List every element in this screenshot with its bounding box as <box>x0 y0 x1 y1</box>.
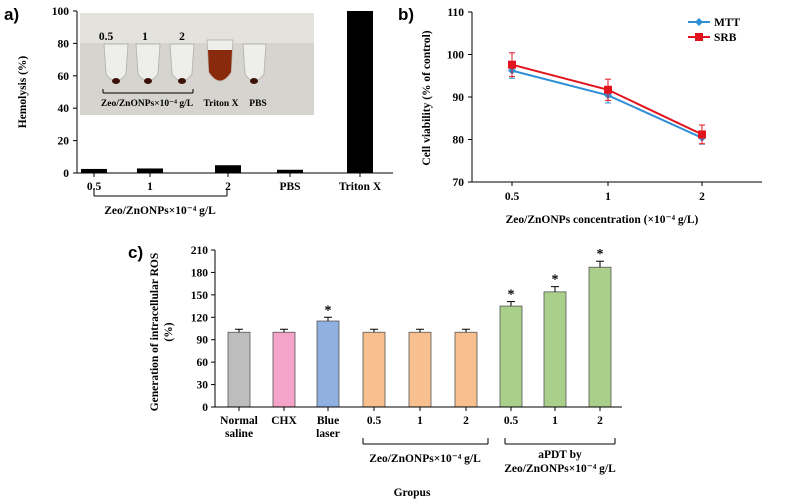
panel-c-ylabel-box: Generation of intracellular ROS (%) <box>148 252 175 412</box>
panel-a-group-label: Zeo/ZnONPs×10⁻⁴ g/L <box>104 205 216 217</box>
panel-b-line-mtt <box>511 69 703 139</box>
panel-c-ytick-label-4: 120 <box>191 312 209 324</box>
panel-a-bar-2 <box>215 165 241 173</box>
panel-b: b) Cell viability (% of control) 70 80 90 1… <box>398 5 762 226</box>
inset-tube-3 <box>169 43 195 84</box>
panel-c-ylabel: Generation of intracellular ROS (%) <box>148 252 175 412</box>
inset-tube-label-1: 0.5 <box>99 31 114 43</box>
panel-c-bar-3 <box>362 331 386 408</box>
panel-a-bar-1 <box>137 168 163 173</box>
legend-mtt-marker <box>695 18 703 26</box>
panel-a-xtick-label-1: 1 <box>147 181 153 193</box>
panel-a-bar-0 <box>81 168 107 173</box>
legend-srb-marker <box>695 33 703 41</box>
inset-tube-triton <box>206 39 234 82</box>
panel-c-xtick-label-1: CHX <box>271 415 297 427</box>
panel-a-ytick-label-1: 20 <box>58 136 70 148</box>
panel-a-ylabel: Hemolysis (%) <box>17 56 29 129</box>
panel-c-xtick-label-7: 1 <box>552 415 558 427</box>
panel-b-ytick-label-4: 110 <box>447 7 464 19</box>
panel-c-group-2-label: aPDT by Zeo/ZnONPs×10⁻⁴ g/L <box>504 449 616 475</box>
panel-c-bar-7 <box>543 291 567 408</box>
panel-b-ytick-label-2: 90 <box>453 92 465 104</box>
panel-c: c) Generation of intracellular ROS (%) 0… <box>128 243 622 499</box>
panel-b-point-srb-1 <box>604 85 612 94</box>
panel-c-bar-6 <box>499 305 523 408</box>
panel-c-xtick-label-0: Normal saline <box>220 415 258 440</box>
panel-a-bar-4 <box>347 11 373 173</box>
panel-b-legend: MTT SRB <box>688 17 741 44</box>
panel-b-xlabel: Zeo/ZnONPs concentration (×10⁻⁴ g/L) <box>506 214 699 226</box>
panel-a-xtick-label-0: 0.5 <box>87 181 102 193</box>
panel-c-bar-0 <box>227 331 251 408</box>
panel-b-ytick-label-3: 100 <box>447 50 465 62</box>
panel-a-inset-photo: 0.5 1 2 Zeo/ZnONPs×10⁻⁴ g/L Triton X PBS <box>80 13 314 115</box>
panel-b-ylabel: Cell viability (% of control) <box>421 30 433 165</box>
panel-c-xtick-label-2: Blue laser <box>316 415 340 440</box>
legend-srb-label: SRB <box>714 32 737 44</box>
inset-tube-label-3: 2 <box>179 31 185 43</box>
panel-c-ytick-label-6: 180 <box>191 267 209 279</box>
panel-b-point-srb-0 <box>508 60 516 69</box>
panel-b-xtick-label-2: 2 <box>699 191 705 203</box>
panel-a-bar-3 <box>277 169 303 173</box>
inset-tube-1 <box>103 43 129 84</box>
inset-highlight <box>80 13 314 43</box>
panel-c-bar-5 <box>454 331 478 408</box>
panel-a-ytick-label-3: 60 <box>58 71 70 83</box>
panel-c-bar-4 <box>408 331 432 408</box>
panel-b-point-srb-2 <box>698 130 706 139</box>
panel-c-significance-8: * <box>597 247 604 262</box>
panel-a-ytick-label-5: 100 <box>52 6 70 18</box>
panel-b-ytick-label-0: 70 <box>453 177 465 189</box>
panel-c-ytick-label-5: 150 <box>191 290 209 302</box>
panel-b-ytick-label-1: 80 <box>453 135 465 147</box>
inset-tube-2 <box>135 43 161 84</box>
legend-mtt-label: MTT <box>714 17 741 29</box>
panel-c-significance-7: * <box>552 273 559 288</box>
panel-c-ytick-label-3: 90 <box>197 335 209 347</box>
panel-c-group-1-label: Zeo/ZnONPs×10⁻⁴ g/L <box>369 453 481 465</box>
panel-c-bar-2 <box>316 320 340 408</box>
panel-b-letter: b) <box>398 5 414 24</box>
panel-a-xtick-label-3: PBS <box>279 181 300 193</box>
panel-c-significance-2: * <box>325 303 332 318</box>
inset-tube-label-2: 1 <box>142 31 148 43</box>
inset-tube-pbs <box>242 43 267 84</box>
panel-a-ytick-label-4: 80 <box>58 38 70 50</box>
panel-a-xtick-label-2: 2 <box>225 181 231 193</box>
panel-a-ytick-label-0: 0 <box>63 168 69 180</box>
panel-c-xlabel: Gropus <box>394 487 431 499</box>
panel-b-xtick-label-1: 1 <box>605 191 611 203</box>
panel-c-bar-8 <box>588 266 612 408</box>
panel-b-xtick-label-0: 0.5 <box>505 191 520 203</box>
panel-c-significance-6: * <box>508 288 515 303</box>
panel-c-ytick-label-0: 0 <box>202 402 208 414</box>
panel-a-xtick-label-4: Triton X <box>339 181 382 193</box>
panel-a-ytick-label-2: 40 <box>58 103 70 115</box>
panel-c-group-2-label-box: aPDT by Zeo/ZnONPs×10⁻⁴ g/L <box>504 449 616 475</box>
panel-c-xtick-label-4: 1 <box>417 415 423 427</box>
panel-c-bar-1 <box>272 331 296 408</box>
panel-c-letter: c) <box>128 243 143 262</box>
panel-a: a) Hemolysis (%) 0 20 40 60 80 100 0.5 1 2 PBS Tr… <box>4 5 393 217</box>
panel-c-xtick-label-5: 2 <box>463 415 469 427</box>
panel-c-xtick-label-3: 0.5 <box>367 415 382 427</box>
inset-group-label: Zeo/ZnONPs×10⁻⁴ g/L <box>101 99 193 109</box>
panel-c-xtick-label-6: 0.5 <box>504 415 519 427</box>
panel-a-letter: a) <box>4 5 19 24</box>
panel-c-xtick-label-8: 2 <box>597 415 603 427</box>
panel-c-ytick-label-7: 210 <box>191 245 209 257</box>
inset-pbs-label: PBS <box>249 99 266 109</box>
panel-c-ytick-label-1: 30 <box>197 380 209 392</box>
inset-triton-label: Triton X <box>204 99 239 109</box>
panel-c-ytick-label-2: 60 <box>197 357 209 369</box>
